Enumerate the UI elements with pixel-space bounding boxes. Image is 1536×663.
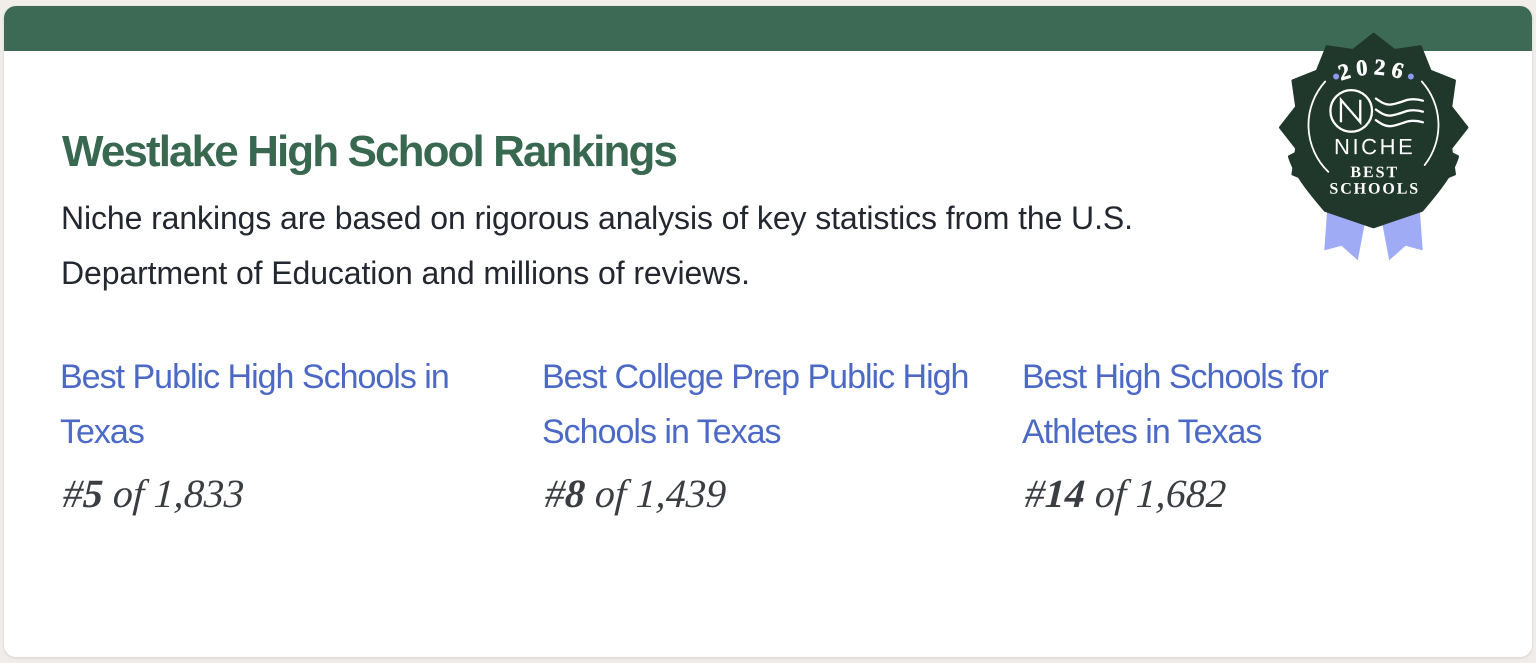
svg-text:SCHOOLS: SCHOOLS: [1329, 181, 1420, 198]
svg-text:BEST: BEST: [1350, 164, 1399, 181]
svg-text:NICHE: NICHE: [1334, 134, 1415, 159]
